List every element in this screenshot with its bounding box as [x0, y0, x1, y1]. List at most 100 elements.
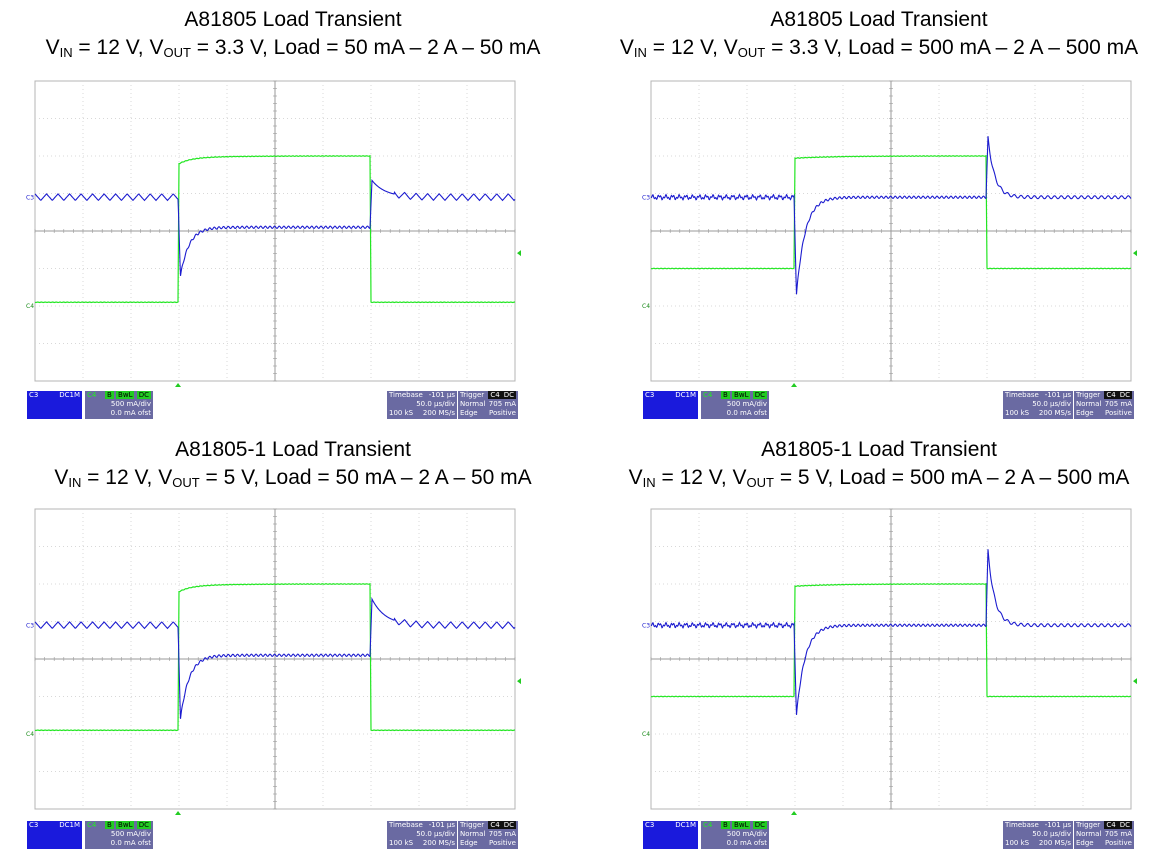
timebase-label: Timebase: [389, 391, 423, 399]
sample-rate: 200 MS/s: [1038, 409, 1071, 417]
channel-c3-info: C3 DC1M: [643, 391, 698, 419]
series-c3-voltage: [650, 549, 1132, 715]
trigger-chip: C4: [488, 821, 502, 829]
timebase-delay: -101 µs: [1044, 391, 1071, 399]
channel-c4-info: C4 B BwL DC 500 mA/div 0.0 mA ofst: [701, 821, 769, 849]
scope-panel: A81805 Load Transient VIN = 12 V, VOUT = …: [586, 0, 1172, 430]
trigger-mode: Normal: [1076, 400, 1102, 408]
info-row: 500 mA/div: [85, 830, 153, 839]
trigger-type: Edge: [1076, 409, 1094, 417]
trigger-info: Trigger C4 DC Normal 705 mA Edge Positive: [458, 391, 518, 419]
trigger-slope: Positive: [489, 839, 516, 847]
badge: BwL: [116, 391, 135, 399]
trigger-info: Trigger C4 DC Normal 705 mA Edge Positive: [458, 821, 518, 849]
info-row: C4 B BwL DC: [85, 821, 153, 830]
info-row: 100 kS 200 MS/s: [387, 839, 457, 848]
info-row: 500 mA/div: [85, 400, 153, 409]
trigger-label: Trigger: [460, 391, 485, 399]
trigger-slope: Positive: [1105, 839, 1132, 847]
channel-label: C4: [87, 821, 97, 829]
trigger-source: C4 DC: [488, 821, 516, 830]
offset: 0.0 mA ofst: [726, 409, 767, 417]
trigger-chip: C4: [1104, 391, 1118, 399]
timebase-delay: -101 µs: [1044, 821, 1071, 829]
info-row: C3 DC1M: [27, 821, 82, 830]
chart-subtitle: VIN = 12 V, VOUT = 3.3 V, Load = 500 mA …: [619, 36, 1139, 60]
channel-c4-info: C4 B BwL DC 500 mA/div 0.0 mA ofst: [701, 391, 769, 419]
info-row: Edge Positive: [458, 839, 518, 848]
trigger-mode: Normal: [1076, 830, 1102, 838]
info-row: 50.0 µs/div: [1003, 400, 1073, 409]
trigger-level: 705 mA: [1104, 830, 1132, 838]
info-row: Timebase -101 µs: [1003, 391, 1073, 400]
trigger-label: Trigger: [1076, 391, 1101, 399]
info-row: 500 mA/div: [701, 830, 769, 839]
info-row: Edge Positive: [1074, 409, 1134, 418]
scope-screen: C4 C3: [642, 80, 1137, 387]
volts-per-div: 500 mA/div: [110, 830, 151, 838]
trigger-type: Edge: [1076, 839, 1094, 847]
trigger-chip: DC: [501, 391, 516, 399]
time-per-div: 50.0 µs/div: [416, 830, 455, 838]
scope-panel: A81805 Load Transient VIN = 12 V, VOUT = …: [0, 0, 586, 430]
info-row: Trigger C4 DC: [1074, 391, 1134, 400]
sample-rate: 200 MS/s: [422, 409, 455, 417]
info-row: Timebase -101 µs: [387, 391, 457, 400]
info-row: C4 B BwL DC: [701, 391, 769, 400]
channel-label: C4: [703, 391, 713, 399]
info-row: 50.0 µs/div: [387, 830, 457, 839]
trigger-level-marker: [517, 678, 521, 685]
channel-label: C4: [87, 391, 97, 399]
channel-c4-info: C4 B BwL DC 500 mA/div 0.0 mA ofst: [85, 821, 153, 849]
channel-label: C3: [645, 821, 655, 829]
subscript-out: OUT: [172, 475, 200, 490]
trigger-mode: Normal: [460, 400, 486, 408]
info-row: C3 DC1M: [643, 821, 698, 830]
channel-badges: B BwL DC: [721, 391, 767, 400]
series-c4-current: [650, 154, 1131, 270]
badge: B: [721, 821, 730, 829]
trigger-label: Trigger: [460, 821, 485, 829]
series-c3-voltage: [34, 178, 516, 276]
info-row: 100 kS 200 MS/s: [387, 409, 457, 418]
volts-per-div: 500 mA/div: [726, 400, 767, 408]
graticule: [34, 508, 516, 810]
channel-label: C3: [645, 391, 655, 399]
trigger-label: Trigger: [1076, 821, 1101, 829]
trigger-level: 705 mA: [488, 830, 516, 838]
trigger-info: Trigger C4 DC Normal 705 mA Edge Positive: [1074, 391, 1134, 419]
trigger-type: Edge: [460, 409, 478, 417]
trigger-slope: Positive: [1105, 409, 1132, 417]
info-row: C4 B BwL DC: [701, 821, 769, 830]
info-row: Normal 705 mA: [458, 830, 518, 839]
channel-marker-c4: C4: [642, 731, 650, 738]
channel-coupling: DC1M: [675, 391, 696, 399]
info-row: 100 kS 200 MS/s: [1003, 409, 1073, 418]
badge: BwL: [116, 821, 135, 829]
trigger-position-marker: [791, 811, 798, 815]
subscript-in: IN: [68, 475, 82, 490]
channel-c3-info: C3 DC1M: [27, 391, 82, 419]
trigger-slope: Positive: [489, 409, 516, 417]
trigger-position-marker: [175, 811, 182, 815]
badge: BwL: [732, 821, 751, 829]
trigger-mode: Normal: [460, 830, 486, 838]
sample-rate: 200 MS/s: [1038, 839, 1071, 847]
sample-count: 100 kS: [1005, 839, 1030, 847]
channel-marker-c3: C3: [642, 622, 650, 629]
channel-marker-c4: C4: [26, 303, 34, 310]
timebase-label: Timebase: [1005, 391, 1039, 399]
channel-marker-c3: C3: [642, 194, 650, 201]
info-row: 0.0 mA ofst: [85, 839, 153, 848]
trigger-level-marker: [1133, 678, 1137, 685]
sample-rate: 200 MS/s: [422, 839, 455, 847]
trigger-source: C4 DC: [488, 391, 516, 400]
channel-label: C4: [703, 821, 713, 829]
channel-badges: B BwL DC: [721, 821, 767, 830]
trigger-chip: DC: [501, 821, 516, 829]
chart-title: A81805-1 Load Transient: [175, 438, 411, 461]
info-row: Normal 705 mA: [1074, 400, 1134, 409]
trigger-chip: DC: [1117, 391, 1132, 399]
trigger-position-marker: [175, 383, 182, 387]
chart-subtitle: VIN = 12 V, VOUT = 5 V, Load = 50 mA – 2…: [54, 466, 532, 490]
